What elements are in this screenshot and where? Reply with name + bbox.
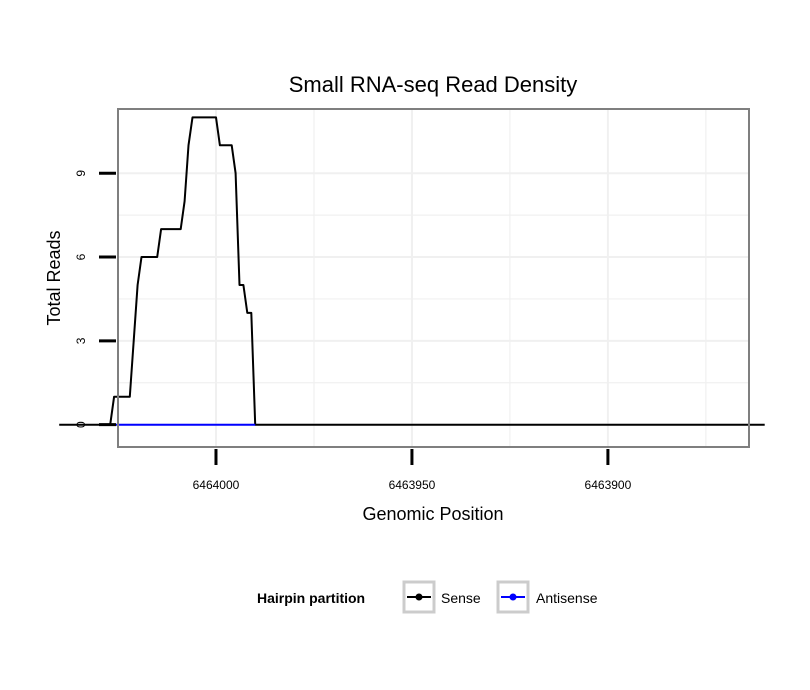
- legend-key-antisense-dot: [509, 593, 517, 601]
- plot-panel: [118, 109, 749, 447]
- legend-item-antisense: Antisense: [496, 580, 598, 614]
- x-axis: 6464000 6463950 6463900: [193, 449, 632, 492]
- legend-title: Hairpin partition: [257, 590, 365, 606]
- plot-border: [117, 108, 750, 448]
- x-tick-label: 6463950: [389, 478, 436, 492]
- series-line-sense: [59, 116, 765, 426]
- legend: Hairpin partition Sense Antisense: [257, 580, 598, 614]
- x-axis-title: Genomic Position: [362, 504, 503, 524]
- y-axis: 0 3 6 9: [74, 170, 116, 428]
- y-tick-label: 0: [74, 421, 88, 428]
- legend-label-antisense: Antisense: [536, 590, 598, 606]
- series-lines: [59, 116, 765, 426]
- legend-item-sense: Sense: [402, 580, 481, 614]
- y-tick-label: 6: [74, 253, 88, 260]
- y-tick-label: 9: [74, 170, 88, 177]
- grid-lines: [118, 109, 749, 447]
- y-tick-label: 3: [74, 337, 88, 344]
- x-tick-label: 6464000: [193, 478, 240, 492]
- chart-title: Small RNA-seq Read Density: [289, 72, 578, 97]
- legend-key-sense-dot: [415, 593, 423, 601]
- x-tick-label: 6463900: [585, 478, 632, 492]
- legend-label-sense: Sense: [441, 590, 481, 606]
- y-axis-title: Total Reads: [44, 230, 64, 325]
